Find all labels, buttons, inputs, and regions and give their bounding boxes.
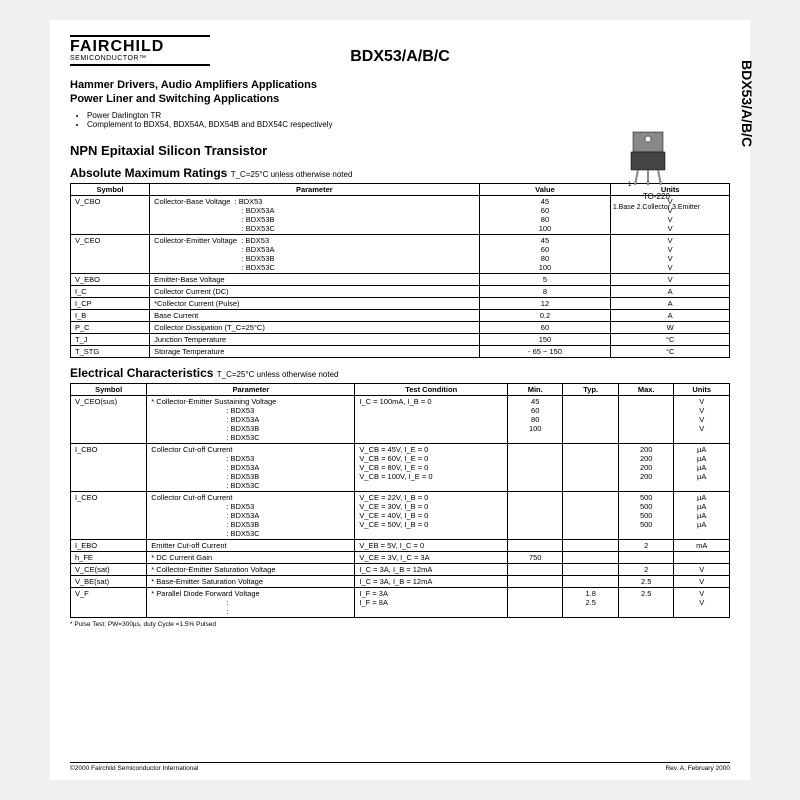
elec-char-title: Electrical Characteristics T_C=25°C unle… bbox=[70, 366, 730, 380]
applications-heading: Hammer Drivers, Audio Amplifiers Applica… bbox=[70, 78, 730, 107]
svg-text:1: 1 bbox=[628, 182, 632, 188]
revision: Rev. A, February 2000 bbox=[665, 765, 730, 772]
side-part-number: BDX53/A/B/C bbox=[739, 60, 755, 147]
package-diagram: 1 TO-220 1.Base 2.Collector 3.Emitter bbox=[613, 130, 700, 211]
elec-char-table: Symbol Parameter Test Condition Min. Typ… bbox=[70, 383, 730, 618]
datasheet-page: BDX53/A/B/C FAIRCHILD SEMICONDUCTOR™ BDX… bbox=[50, 20, 750, 780]
feature-bullets: Power Darlington TR Complement to BDX54,… bbox=[76, 111, 730, 129]
package-case: TO-220 bbox=[613, 192, 700, 201]
page-footer: ©2000 Fairchild Semiconductor Internatio… bbox=[70, 762, 730, 772]
package-pins: 1.Base 2.Collector 3.Emitter bbox=[613, 204, 700, 211]
pulse-test-footnote: * Pulse Test: PW=300µs, duty Cycle =1.5%… bbox=[70, 621, 730, 628]
copyright: ©2000 Fairchild Semiconductor Internatio… bbox=[70, 765, 198, 772]
